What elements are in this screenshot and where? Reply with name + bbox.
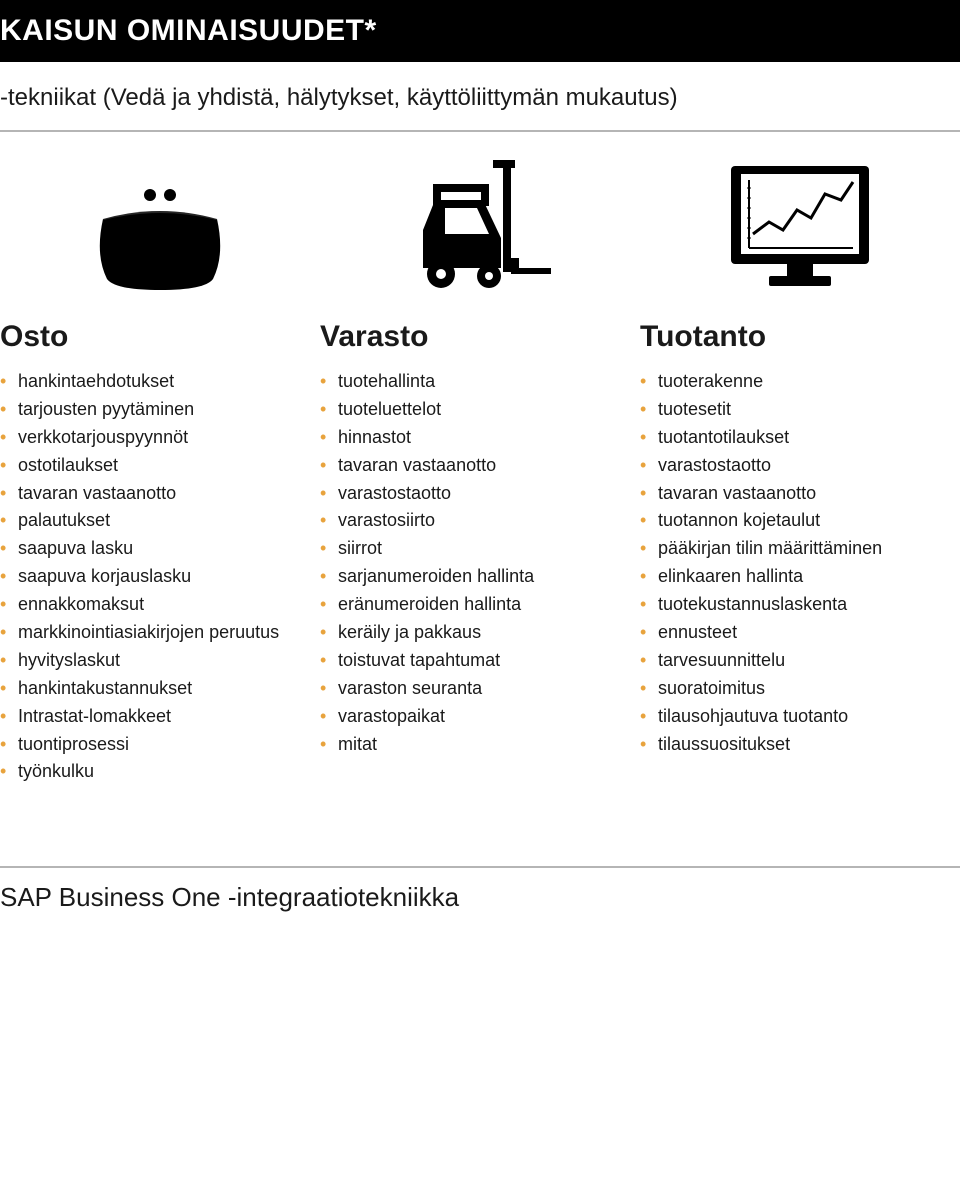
feature-list-osto: hankintaehdotukset tarjousten pyytäminen… xyxy=(0,368,302,786)
feature-list-tuotanto: tuoterakenne tuotesetit tuotantotilaukse… xyxy=(640,368,942,758)
list-item: markkinointiasiakirjojen peruutus xyxy=(0,619,302,647)
list-item: sarjanumeroiden hallinta xyxy=(320,563,622,591)
list-item: ennusteet xyxy=(640,619,942,647)
list-item: tuotehallinta xyxy=(320,368,622,396)
list-item: varastostaotto xyxy=(640,452,942,480)
column-tuotanto: Tuotanto tuoterakenne tuotesetit tuotant… xyxy=(640,320,960,786)
list-item: työnkulku xyxy=(0,758,302,786)
icon-cell-osto xyxy=(0,160,320,290)
list-item: tuoteluettelot xyxy=(320,396,622,424)
list-item: tavaran vastaanotto xyxy=(0,480,302,508)
list-item: Intrastat-lomakkeet xyxy=(0,703,302,731)
subheading: -tekniikat (Vedä ja yhdistä, hälytykset,… xyxy=(0,62,960,130)
list-item: palautukset xyxy=(0,507,302,535)
page-header-title: KAISUN OMINAISUUDET* xyxy=(0,14,377,47)
icon-cell-tuotanto xyxy=(640,160,960,290)
list-item: verkkotarjouspyynnöt xyxy=(0,424,302,452)
list-item: varastopaikat xyxy=(320,703,622,731)
list-item: tuotantotilaukset xyxy=(640,424,942,452)
monitor-chart-icon xyxy=(725,160,875,290)
list-item: tuotannon kojetaulut xyxy=(640,507,942,535)
column-varasto: Varasto tuotehallinta tuoteluettelot hin… xyxy=(320,320,640,786)
list-item: tilausohjautuva tuotanto xyxy=(640,703,942,731)
list-item: varaston seuranta xyxy=(320,675,622,703)
icons-row xyxy=(0,132,960,310)
list-item: hyvityslaskut xyxy=(0,647,302,675)
list-item: ennakkomaksut xyxy=(0,591,302,619)
list-item: hankintakustannukset xyxy=(0,675,302,703)
icon-cell-varasto xyxy=(320,160,640,290)
feature-list-varasto: tuotehallinta tuoteluettelot hinnastot t… xyxy=(320,368,622,758)
column-title-varasto: Varasto xyxy=(320,320,622,354)
list-item: keräily ja pakkaus xyxy=(320,619,622,647)
list-item: varastostaotto xyxy=(320,480,622,508)
list-item: pääkirjan tilin määrittäminen xyxy=(640,535,942,563)
column-osto: Osto hankintaehdotukset tarjousten pyytä… xyxy=(0,320,320,786)
list-item: varastosiirto xyxy=(320,507,622,535)
column-title-tuotanto: Tuotanto xyxy=(640,320,942,354)
list-item: hankintaehdotukset xyxy=(0,368,302,396)
list-item: eränumeroiden hallinta xyxy=(320,591,622,619)
footer-title: SAP Business One -integraatiotekniikka xyxy=(0,868,960,913)
list-item: tavaran vastaanotto xyxy=(640,480,942,508)
list-item: tuotesetit xyxy=(640,396,942,424)
feature-columns: Osto hankintaehdotukset tarjousten pyytä… xyxy=(0,310,960,866)
list-item: siirrot xyxy=(320,535,622,563)
list-item: tilaussuositukset xyxy=(640,731,942,759)
list-item: tuotekustannuslaskenta xyxy=(640,591,942,619)
list-item: elinkaaren hallinta xyxy=(640,563,942,591)
footer: SAP Business One -integraatiotekniikka xyxy=(0,866,960,953)
list-item: tuontiprosessi xyxy=(0,731,302,759)
list-item: tarjousten pyytäminen xyxy=(0,396,302,424)
list-item: tarvesuunnittelu xyxy=(640,647,942,675)
list-item: tuoterakenne xyxy=(640,368,942,396)
list-item: tavaran vastaanotto xyxy=(320,452,622,480)
list-item: ostotilaukset xyxy=(0,452,302,480)
list-item: saapuva lasku xyxy=(0,535,302,563)
page-header: KAISUN OMINAISUUDET* xyxy=(0,0,960,62)
list-item: mitat xyxy=(320,731,622,759)
column-title-osto: Osto xyxy=(0,320,302,354)
forklift-icon xyxy=(405,160,555,290)
list-item: toistuvat tapahtumat xyxy=(320,647,622,675)
list-item: saapuva korjauslasku xyxy=(0,563,302,591)
purse-icon xyxy=(95,185,225,290)
list-item: hinnastot xyxy=(320,424,622,452)
list-item: suoratoimitus xyxy=(640,675,942,703)
